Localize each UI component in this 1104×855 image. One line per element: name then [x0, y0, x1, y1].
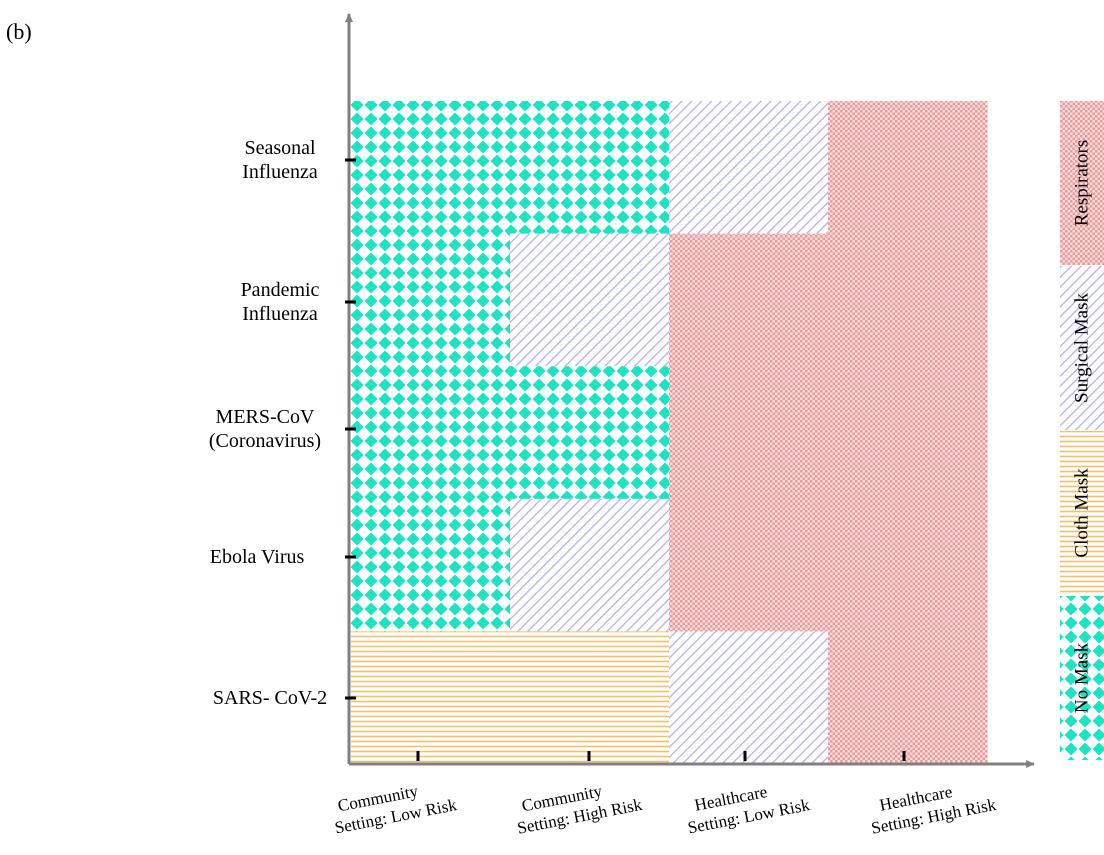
axes — [345, 13, 1035, 768]
cell-ebola-virus-healthcare-setting-low-risk — [669, 498, 829, 632]
legend-label-respirators: Respirators — [1072, 140, 1093, 227]
cell-pandemic-influenza-healthcare-setting-low-risk — [669, 233, 829, 367]
cell-sars-cov-2-community-setting-low-risk — [351, 631, 511, 765]
legend-swatch-no-mask — [1060, 596, 1104, 760]
cell-mers-cov-coronavirus-healthcare-setting-low-risk — [669, 366, 829, 500]
cell-pandemic-influenza-healthcare-setting-high-risk — [828, 233, 988, 367]
legend-label-cloth-mask: Cloth Mask — [1072, 468, 1093, 558]
heatmap-cells — [351, 101, 988, 765]
cell-pandemic-influenza-community-setting-high-risk — [510, 233, 670, 367]
legend-swatch-surgical-mask — [1060, 266, 1104, 430]
cell-ebola-virus-healthcare-setting-high-risk — [828, 498, 988, 632]
y-tick-label: SARS- CoV-2 — [213, 687, 327, 709]
y-tick-label: (Coronavirus) — [209, 430, 321, 452]
y-tick-label: Pandemic — [241, 279, 320, 301]
y-tick-label: Influenza — [242, 303, 318, 325]
legend-swatch-cloth-mask — [1060, 431, 1104, 595]
cell-seasonal-influenza-community-setting-low-risk — [351, 101, 511, 235]
cell-sars-cov-2-healthcare-setting-high-risk — [828, 631, 988, 765]
cell-mers-cov-coronavirus-community-setting-low-risk — [351, 366, 511, 500]
x-ticks — [416, 751, 906, 761]
y-ticks — [345, 158, 356, 700]
legend-label-no-mask: No Mask — [1072, 642, 1093, 713]
y-tick-label: MERS-CoV — [216, 406, 315, 428]
cell-pandemic-influenza-community-setting-low-risk — [351, 233, 511, 367]
cell-mers-cov-coronavirus-healthcare-setting-high-risk — [828, 366, 988, 500]
cell-seasonal-influenza-community-setting-high-risk — [510, 101, 670, 235]
legend: Respirators Surgical Mask Cloth Mask No Mas… — [1060, 101, 1104, 760]
y-tick-labels: SeasonalInfluenzaPandemicInfluenzaMERS-C… — [209, 137, 327, 709]
y-tick-label: Influenza — [242, 161, 318, 183]
legend-swatch-respirators — [1060, 101, 1104, 265]
y-tick-label: Ebola Virus — [210, 546, 305, 568]
cell-ebola-virus-community-setting-low-risk — [351, 498, 511, 632]
cell-ebola-virus-community-setting-high-risk — [510, 498, 670, 632]
cell-seasonal-influenza-healthcare-setting-low-risk — [669, 101, 829, 235]
cell-seasonal-influenza-healthcare-setting-high-risk — [828, 101, 988, 235]
cell-sars-cov-2-healthcare-setting-low-risk — [669, 631, 829, 765]
y-tick-label: Seasonal — [244, 137, 316, 159]
legend-label-surgical-mask: Surgical Mask — [1072, 293, 1093, 403]
panel-label: (b) — [6, 19, 32, 44]
cell-mers-cov-coronavirus-community-setting-high-risk — [510, 366, 670, 500]
cell-sars-cov-2-community-setting-high-risk — [510, 631, 670, 765]
